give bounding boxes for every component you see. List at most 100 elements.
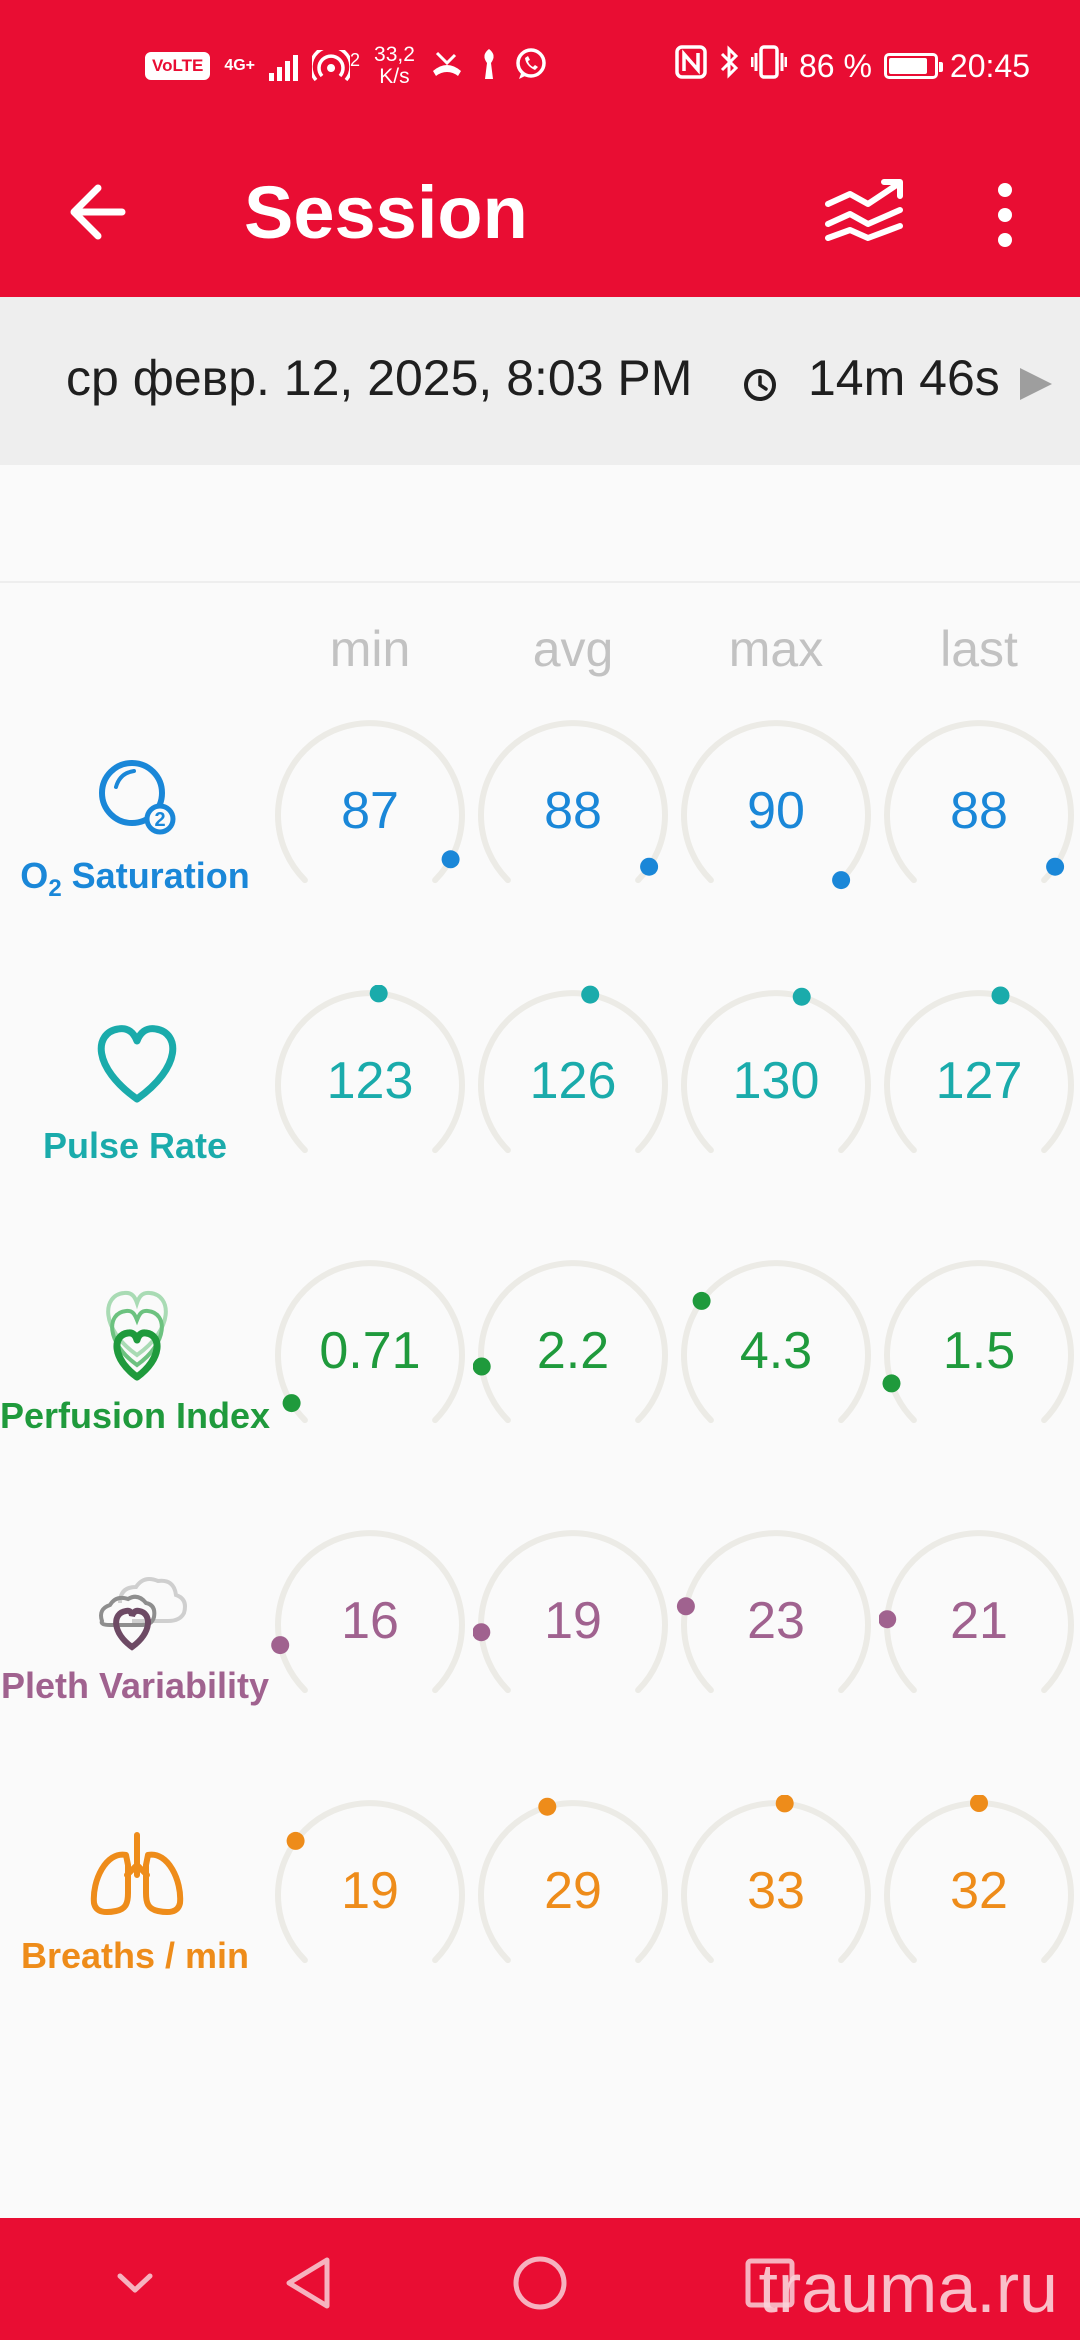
gauge-value: 1.5: [942, 1322, 1016, 1380]
gauge-ring: [275, 985, 465, 1154]
gauge-track: [884, 1260, 1074, 1424]
divider: [0, 581, 1080, 583]
missed-call-icon: [429, 49, 465, 84]
page-title: Session: [244, 171, 528, 254]
lungs-icon: [82, 1825, 192, 1925]
gauge-indicator-dot: [473, 1623, 491, 1642]
gauge-perfusion-max: 4.3: [676, 1255, 876, 1455]
chevron-down-icon: [117, 2273, 153, 2293]
gauge-indicator-dot: [970, 1795, 988, 1812]
gauge-pulse-max: 130: [676, 985, 876, 1185]
signal-icon: [269, 51, 298, 81]
gauge-value: 90: [747, 782, 805, 840]
gauge-value: 123: [326, 1052, 414, 1110]
status-right: 86 % 20:45: [675, 40, 1030, 92]
gauge-ring: [271, 1530, 465, 1694]
recents-square-icon: [745, 2258, 795, 2308]
gauge-ring: [884, 1795, 1074, 1964]
gauge-indicator-dot: [882, 1374, 901, 1393]
session-info-bar[interactable]: ср февр. 12, 2025, 8:03 PM 14m 46s: [0, 297, 1080, 465]
metric-label-perfusion: Perfusion Index: [0, 1395, 271, 1436]
speed-unit: K/s: [379, 65, 410, 88]
more-options-button[interactable]: [980, 170, 1030, 260]
gauge-ring: [473, 1260, 668, 1424]
gauge-track: [275, 1530, 465, 1694]
column-header-min: min: [329, 621, 411, 677]
gauge-track: [478, 720, 668, 884]
gauge-indicator-dot: [286, 1831, 305, 1850]
more-vert-icon: [998, 183, 1012, 247]
gauge-ring: [681, 987, 871, 1154]
session-duration: 14m 46s: [808, 350, 1000, 406]
gauge-indicator-dot: [1046, 857, 1065, 876]
play-icon[interactable]: [1016, 364, 1056, 404]
gauge-spo2-last: 88: [879, 715, 1079, 915]
gauge-ring: [884, 986, 1074, 1154]
metric-row-spo2: 2 O2 Saturation 87 88 90 88: [0, 715, 1080, 915]
gauge-breaths-max: 33: [676, 1795, 876, 1995]
gauge-spo2-min: 87: [270, 715, 470, 915]
layered-hearts-icon: [82, 1285, 192, 1385]
metric-row-perfusion: Perfusion Index 0.71 2.2 4.3 1.5: [0, 1255, 1080, 1455]
gauge-perfusion-min: 0.71: [270, 1255, 470, 1455]
clouds-heart-icon: [82, 1555, 192, 1655]
gauge-track: [681, 1530, 871, 1694]
gauge-indicator-dot: [991, 986, 1010, 1005]
gauge-value: 16: [341, 1592, 399, 1650]
metric-label-breaths: Breaths / min: [20, 1935, 250, 1976]
tool-icon: [479, 47, 499, 86]
trends-icon: [825, 179, 903, 241]
session-date: ср февр. 12, 2025, 8:03 PM: [66, 350, 693, 406]
gauge-perfusion-avg: 2.2: [473, 1255, 673, 1455]
metric-label-rest: Saturation: [61, 855, 250, 896]
gauge-ring: [681, 720, 871, 890]
network-speed: 33,2 K/s: [374, 44, 415, 88]
gauge-indicator-dot: [640, 857, 659, 876]
metric-label-subscript: 2: [48, 875, 62, 903]
hide-keyboard-button[interactable]: [100, 2248, 170, 2318]
gauge-value: 88: [544, 782, 602, 840]
metric-label-pulse: Pulse Rate: [42, 1125, 228, 1166]
gauge-indicator-dot: [473, 1357, 491, 1376]
battery-percent: 86 %: [798, 47, 872, 84]
trends-button[interactable]: [820, 170, 910, 250]
nav-home-button[interactable]: [505, 2248, 575, 2318]
gauge-ring: [884, 720, 1074, 884]
gauge-ring: [681, 1260, 871, 1424]
nav-back-button[interactable]: [275, 2248, 345, 2318]
gauge-value: 29: [544, 1862, 602, 1920]
metric-label-spo2: O2 Saturation: [0, 855, 270, 903]
hotspot-count: 2: [350, 50, 361, 70]
gauge-ring: [473, 1530, 668, 1694]
metric-label-main: O: [20, 855, 49, 896]
gauge-breaths-avg: 29: [473, 1795, 673, 1995]
gauge-ring: [275, 1800, 465, 1964]
gauge-pleth-avg: 19: [473, 1525, 673, 1725]
battery-icon: [883, 53, 943, 79]
arrow-left-icon: [70, 184, 126, 240]
gauge-value: 4.3: [739, 1322, 813, 1380]
gauge-track: [478, 1800, 668, 1964]
hotspot-icon: 2: [312, 50, 360, 82]
nav-recents-button[interactable]: [735, 2248, 805, 2318]
nfc-icon: [675, 45, 707, 87]
gauge-value: 21: [950, 1592, 1008, 1650]
heart-outline-icon: [82, 1015, 192, 1115]
app-bar: Session: [0, 132, 1080, 297]
gauge-track: [884, 720, 1074, 884]
gauge-value: 2.2: [536, 1322, 610, 1380]
gauge-value: 87: [341, 782, 399, 840]
gauge-breaths-last: 32: [879, 1795, 1079, 1995]
gauge-ring: [275, 720, 465, 884]
gauge-indicator-dot: [775, 1795, 794, 1813]
spo2-bubble-icon: 2: [82, 745, 192, 845]
gauge-track: [681, 720, 871, 884]
metric-row-pleth: Pleth Variability 16 19 23 21: [0, 1525, 1080, 1725]
gauge-track: [884, 990, 1074, 1154]
gauge-value: 23: [747, 1592, 805, 1650]
gauge-indicator-dot: [792, 987, 811, 1006]
gauge-pulse-last: 127: [879, 985, 1079, 1185]
column-header-avg: avg: [532, 621, 614, 677]
gauge-pleth-max: 23: [676, 1525, 876, 1725]
back-button[interactable]: [60, 172, 140, 252]
